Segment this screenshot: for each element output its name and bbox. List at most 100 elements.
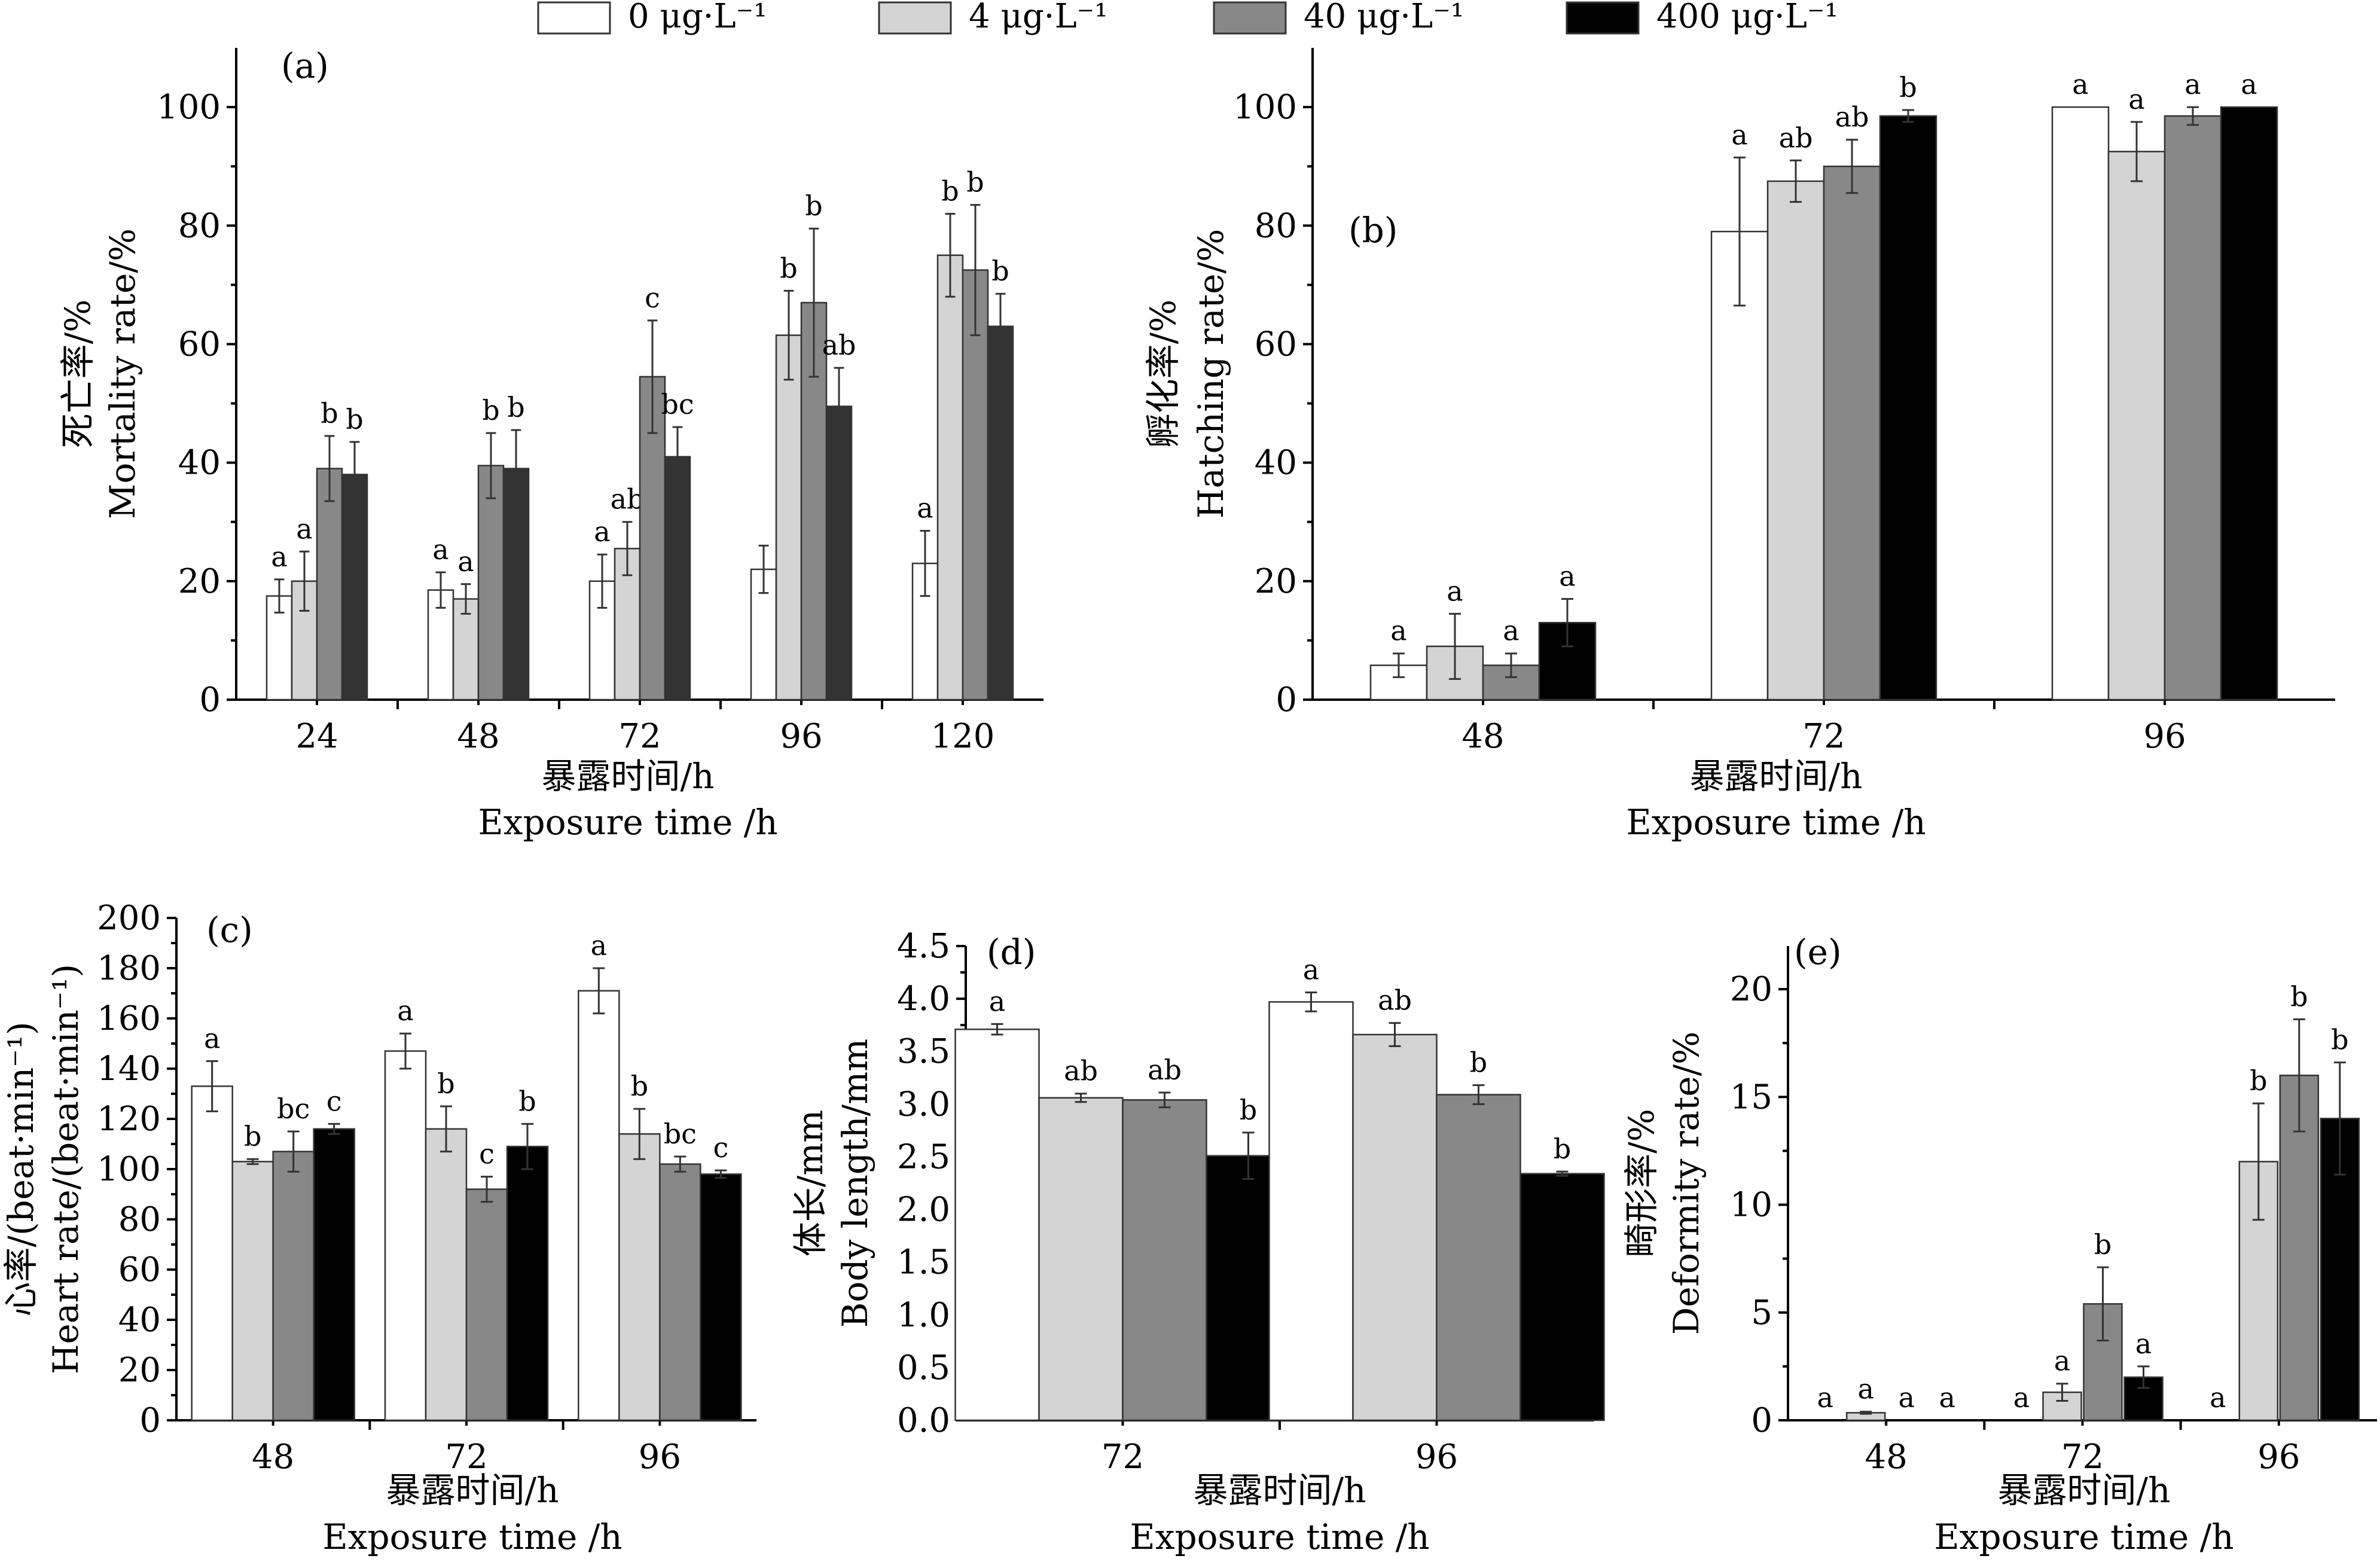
legend-swatch — [1566, 1, 1640, 35]
bar — [954, 1028, 1040, 1421]
bar — [2107, 151, 2166, 701]
significance-label: a — [594, 515, 610, 548]
x-tick-label: 48 — [1461, 717, 1504, 756]
y-tick-label: 0 — [139, 1401, 161, 1440]
y-tick-label: 4.0 — [897, 980, 950, 1018]
y-tick-label: 60 — [118, 1250, 161, 1289]
legend: 0 μg·L⁻¹ 4 μg·L⁻¹ 40 μg·L⁻¹ 400 μg·L⁻¹ — [537, 0, 1838, 36]
bar — [1766, 180, 1825, 701]
panel-label: (e) — [1794, 932, 1842, 972]
significance-label: ab — [822, 329, 856, 361]
legend-swatch — [878, 1, 952, 35]
significance-label: b — [1554, 1133, 1571, 1165]
panel-label: (b) — [1348, 210, 1398, 251]
significance-label: bc — [277, 1093, 310, 1125]
significance-label: b — [991, 255, 1009, 287]
significance-label: c — [645, 282, 660, 314]
significance-label: ab — [1835, 101, 1869, 133]
x-axis-title-cn: 暴露时间/h — [1690, 756, 1863, 797]
significance-label: a — [457, 545, 474, 578]
y-tick-label: 120 — [97, 1100, 161, 1139]
bar — [1436, 1094, 1521, 1421]
y-axis-title-en: Mortality rate/% — [102, 228, 143, 519]
significance-label: a — [591, 929, 607, 962]
y-axis-title-en: Hatching rate/% — [1191, 229, 1231, 518]
y-tick-label: 20 — [118, 1351, 161, 1390]
significance-label: a — [2135, 1328, 2152, 1360]
y-tick-label: 4.5 — [897, 927, 950, 966]
bar — [2220, 106, 2278, 701]
bar — [664, 456, 691, 701]
legend-label: 4 μg·L⁻¹ — [969, 0, 1108, 36]
significance-label: a — [917, 492, 933, 524]
bar — [231, 1161, 274, 1421]
x-tick-label: 24 — [295, 717, 338, 756]
y-axis-title-cn: 畸形率/% — [1621, 1109, 1662, 1258]
x-tick-label: 72 — [2061, 1438, 2104, 1477]
bar — [191, 1085, 233, 1421]
bar — [1823, 165, 1881, 701]
y-tick-label: 100 — [97, 1150, 161, 1189]
y-axis-title-cn: 体长/mm — [790, 1110, 831, 1257]
y-tick-label: 80 — [118, 1200, 161, 1239]
significance-label: a — [1731, 118, 1747, 151]
bar — [825, 405, 853, 701]
y-axis-title-cn: 孵化率/% — [1143, 300, 1183, 449]
panel-label: (d) — [987, 932, 1036, 972]
y-tick-label: 100 — [1233, 88, 1297, 127]
y-axis-title-en: Body length/mm — [835, 1039, 875, 1328]
legend-label: 400 μg·L⁻¹ — [1656, 0, 1838, 36]
bar — [465, 1188, 508, 1421]
y-tick-label: 40 — [1255, 444, 1297, 483]
significance-label: c — [327, 1085, 342, 1117]
significance-label: b — [2094, 1228, 2112, 1261]
bar — [384, 1050, 427, 1421]
y-tick-label: 80 — [178, 206, 221, 245]
significance-label: a — [397, 995, 413, 1027]
significance-label: b — [1240, 1094, 1257, 1126]
significance-label: b — [321, 397, 338, 429]
panel-label: (c) — [206, 910, 253, 950]
y-tick-label: 3.5 — [897, 1032, 950, 1071]
significance-label: b — [941, 175, 959, 207]
y-tick-label: 180 — [97, 949, 161, 988]
y-tick-label: 60 — [1255, 325, 1297, 364]
significance-label: a — [432, 533, 448, 566]
significance-label: a — [1303, 954, 1319, 986]
x-tick-label: 72 — [445, 1438, 487, 1477]
y-tick-label: 60 — [178, 325, 221, 364]
x-tick-label: 96 — [1415, 1438, 1458, 1477]
x-axis-title-en: Exposure time /h — [1130, 1517, 1429, 1557]
significance-label: b — [966, 166, 984, 199]
significance-label: a — [2128, 83, 2144, 115]
significance-label: a — [204, 1022, 220, 1054]
significance-label: a — [1898, 1381, 1914, 1414]
significance-label: b — [631, 1070, 648, 1102]
y-tick-label: 200 — [97, 899, 161, 938]
legend-swatch — [537, 1, 611, 35]
y-tick-label: 0 — [199, 681, 221, 719]
significance-label: a — [1447, 575, 1463, 607]
x-tick-label: 48 — [252, 1438, 294, 1477]
bar — [2279, 1075, 2320, 1421]
legend-label: 0 μg·L⁻¹ — [628, 0, 767, 36]
y-tick-label: 20 — [178, 562, 221, 601]
y-tick-label: 0.5 — [897, 1349, 950, 1387]
significance-label: a — [2072, 68, 2088, 100]
bar — [618, 1133, 661, 1421]
x-axis-title-cn: 暴露时间/h — [386, 1470, 559, 1511]
significance-label: b — [346, 403, 363, 435]
y-tick-label: 160 — [97, 999, 161, 1038]
x-axis-title-en: Exposure time /h — [322, 1517, 622, 1557]
y-tick-label: 15 — [1730, 1078, 1772, 1116]
x-axis-title-cn: 暴露时间/h — [1194, 1470, 1366, 1511]
bar — [775, 334, 803, 701]
y-tick-label: 10 — [1730, 1186, 1772, 1225]
x-tick-label: 96 — [780, 717, 822, 756]
significance-label: b — [518, 1085, 536, 1117]
significance-label: b — [437, 1067, 454, 1100]
bar — [316, 468, 343, 701]
